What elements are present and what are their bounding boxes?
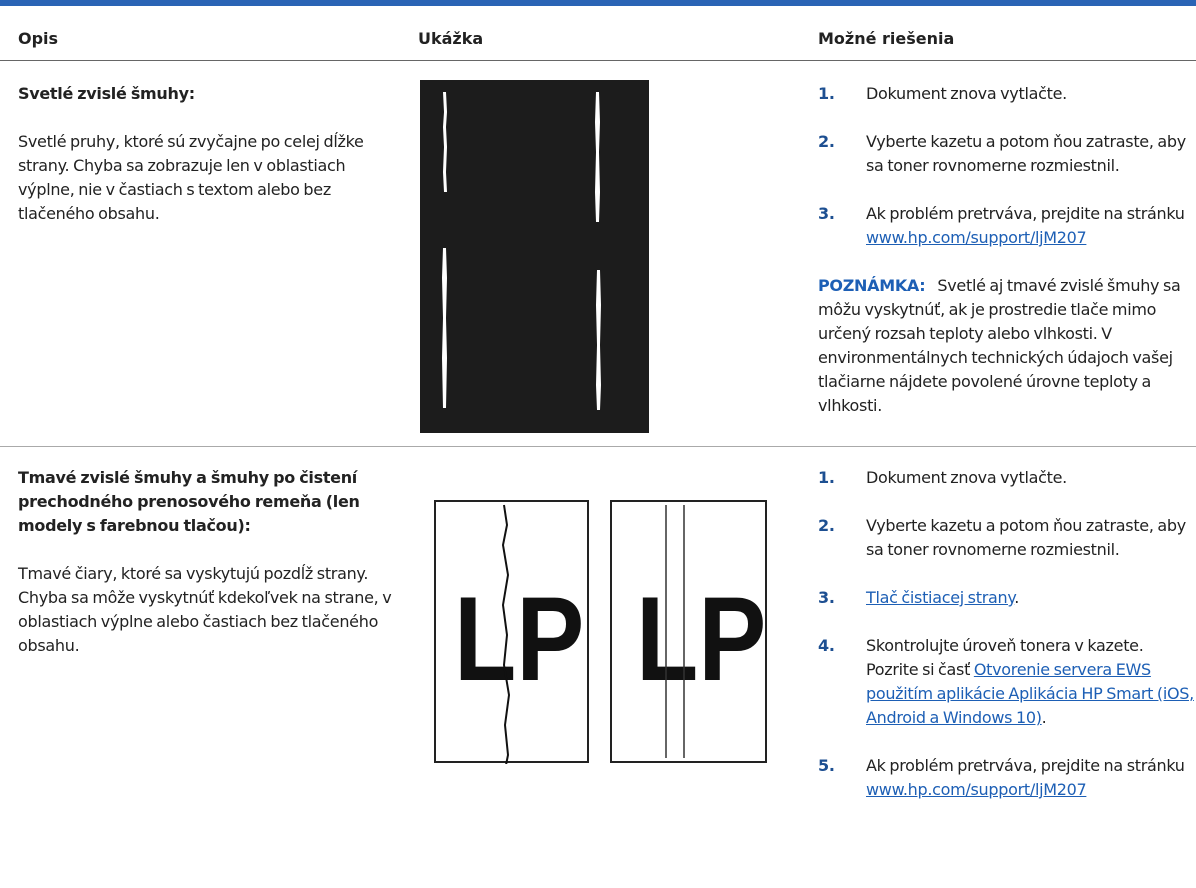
- top-rule: [0, 0, 1196, 6]
- step-number: 1.: [818, 468, 835, 487]
- step: 1. Dokument znova vytlačte.: [818, 466, 1196, 490]
- solutions-cell: 1. Dokument znova vytlačte. 2. Vyberte kaze…: [818, 466, 1196, 826]
- step-text: Vyberte kazetu a potom ňou zatraste, aby…: [866, 132, 1186, 175]
- step: 3. Ak problém pretrváva, prejdite na strá…: [818, 202, 1196, 250]
- issue-description: Tmavé čiary, ktoré sa vyskytujú pozdĺž s…: [18, 564, 392, 655]
- svg-text:LP: LP: [636, 571, 766, 706]
- step: 4. Skontrolujte úroveň tonera v kazete. P…: [818, 634, 1196, 730]
- step: 2. Vyberte kazetu a potom ňou zatraste, a…: [818, 514, 1196, 562]
- step-text: Dokument znova vytlačte.: [866, 468, 1067, 487]
- header: Opis: [18, 29, 59, 48]
- solutions-cell: 1. Dokument znova vytlačte. 2. Vyberte kaze…: [818, 82, 1196, 418]
- step: 1. Dokument znova vytlačte.: [818, 82, 1196, 106]
- step-number: 5.: [818, 756, 835, 775]
- description-cell: Svetlé zvislé šmuhy: Svetlé pruhy, ktoré …: [18, 82, 393, 226]
- issue-title: Tmavé zvislé šmuhy a šmuhy po čistení pr…: [18, 468, 360, 535]
- issue-title: Svetlé zvislé šmuhy:: [18, 84, 195, 103]
- link[interactable]: www.hp.com/support/ljM207: [866, 780, 1087, 799]
- step-text: Vyberte kazetu a potom ňou zatraste, aby…: [866, 516, 1186, 559]
- step: 2. Vyberte kazetu a potom ňou zatraste, a…: [818, 130, 1196, 178]
- step-number: 4.: [818, 636, 835, 655]
- step-number: 2.: [818, 516, 835, 535]
- step-number: 1.: [818, 84, 835, 103]
- link[interactable]: Otvorenie servera EWS použitím aplikácie…: [866, 660, 1194, 727]
- step-text: Ak problém pretrváva, prejdite na stránk…: [866, 756, 1185, 775]
- svg-text:LP: LP: [454, 571, 584, 706]
- note-text: Svetlé aj tmavé zvislé šmuhy sa môžu vys…: [818, 276, 1181, 415]
- step-number: 3.: [818, 588, 835, 607]
- link[interactable]: Tlač čistiacej strany: [866, 588, 1015, 607]
- step-text: Skontrolujte úroveň tonera v kazete. Poz…: [866, 636, 1144, 679]
- step-text: Dokument znova vytlačte.: [866, 84, 1067, 103]
- step-text: .: [1014, 588, 1019, 607]
- sample-dark-streaks: LP LP: [434, 500, 767, 764]
- header: Ukážka: [418, 29, 484, 48]
- step: 3. Tlač čistiacej strany.: [818, 586, 1196, 610]
- step-number: 3.: [818, 204, 835, 223]
- step-number: 2.: [818, 132, 835, 151]
- issue-description: Svetlé pruhy, ktoré sú zvyčajne po celej…: [18, 132, 364, 223]
- sample-light-streaks: [420, 80, 649, 433]
- step-text: Ak problém pretrváva, prejdite na stránk…: [866, 204, 1185, 223]
- description-cell: Tmavé zvislé šmuhy a šmuhy po čistení pr…: [18, 466, 393, 658]
- note-label: POZNÁMKA:: [818, 276, 926, 295]
- step: 5. Ak problém pretrváva, prejdite na strá…: [818, 754, 1196, 802]
- note: POZNÁMKA: Svetlé aj tmavé zvislé šmuhy sa…: [818, 274, 1196, 418]
- header-rule: [0, 60, 1196, 61]
- link[interactable]: www.hp.com/support/ljM207: [866, 228, 1087, 247]
- step-text: .: [1041, 708, 1047, 727]
- header: Možné riešenia: [818, 29, 955, 48]
- row-rule: [0, 446, 1196, 447]
